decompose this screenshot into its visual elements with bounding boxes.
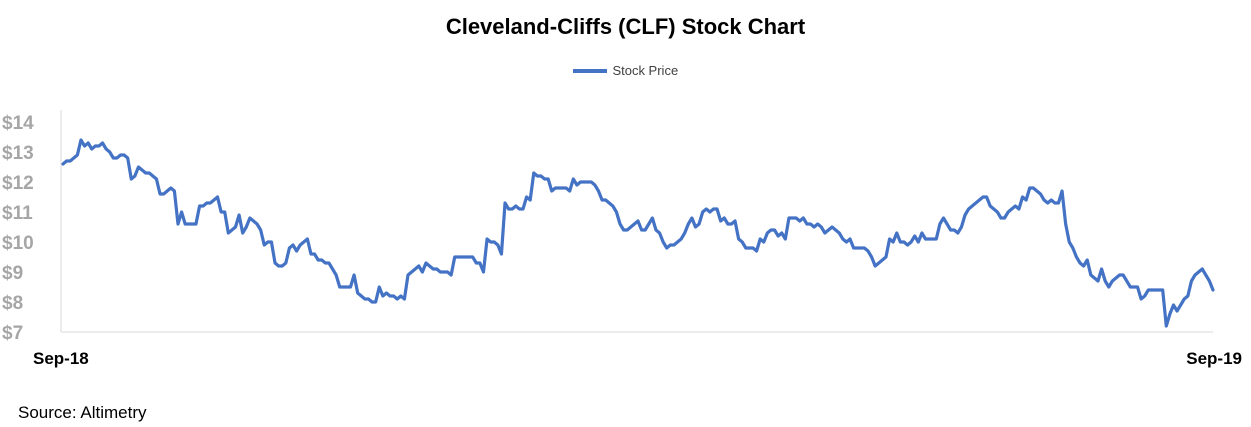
legend: Stock Price	[0, 62, 1251, 78]
y-tick-label: $10	[2, 233, 34, 254]
y-tick-label: $12	[2, 173, 34, 194]
x-axis-labels: Sep-18 Sep-19	[33, 349, 1242, 368]
x-tick-label: Sep-19	[1186, 349, 1242, 368]
y-tick-label: $14	[2, 113, 34, 134]
y-axis-ticks: $14 $13 $12 $11 $10 $9 $8 $7	[2, 113, 34, 344]
source-note: Source: Altimetry	[18, 403, 147, 422]
legend-swatch	[572, 68, 607, 73]
y-tick-label: $13	[2, 143, 34, 164]
y-tick-label: $7	[2, 323, 23, 344]
y-tick-label: $8	[2, 293, 23, 314]
chart-title: Cleveland-Cliffs (CLF) Stock Chart	[445, 14, 806, 39]
x-tick-label: Sep-18	[33, 349, 89, 368]
y-tick-label: $11	[2, 203, 33, 224]
series-line-stock-price	[61, 138, 1215, 328]
y-tick-label: $9	[2, 263, 23, 284]
legend-label: Stock Price	[612, 63, 679, 79]
